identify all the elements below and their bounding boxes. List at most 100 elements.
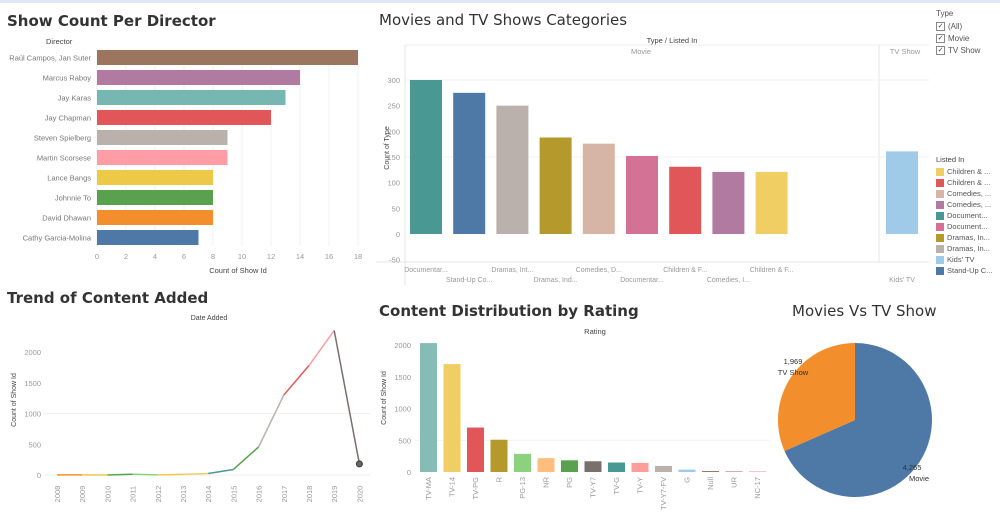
category-label: Raúl Campos, Jan Suter bbox=[9, 54, 91, 63]
legend-item[interactable]: Kids' TV bbox=[936, 254, 992, 265]
category-label: PG bbox=[565, 477, 574, 488]
x-tick-label: 18 bbox=[354, 252, 362, 261]
categories-chart-title: Movies and TV Shows Categories bbox=[379, 11, 628, 29]
bar bbox=[97, 150, 228, 165]
x-tick-label: 2014 bbox=[204, 486, 213, 503]
legend-swatch bbox=[936, 244, 944, 253]
x-tick-label: 2 bbox=[124, 252, 128, 261]
bar bbox=[97, 210, 213, 225]
category-label: Johnnie To bbox=[55, 194, 91, 203]
director-chart-title: Show Count Per Director bbox=[7, 12, 216, 30]
x-tick-label: 6 bbox=[182, 252, 186, 261]
y-tick-label: 0 bbox=[396, 230, 400, 239]
category-label: R bbox=[495, 476, 504, 482]
pie-chart-title: Movies Vs TV Show bbox=[792, 302, 937, 320]
filter-option-label: Movie bbox=[948, 33, 970, 43]
bar bbox=[608, 462, 625, 472]
y-tick-label: 200 bbox=[387, 127, 400, 136]
x-tick-label: 2017 bbox=[280, 486, 289, 503]
legend-item-label: Document... bbox=[947, 211, 988, 220]
chart-header: Date Added bbox=[191, 315, 228, 322]
legend-item[interactable]: Document... bbox=[936, 210, 992, 221]
y-tick-label: 1000 bbox=[24, 410, 41, 419]
legend-swatch bbox=[936, 200, 944, 209]
category-label: UR bbox=[730, 476, 739, 487]
category-label: Steven Spielberg bbox=[34, 134, 91, 143]
filter-option-tv-show[interactable]: ✓ TV Show bbox=[936, 44, 980, 56]
filter-option-label: (All) bbox=[948, 21, 963, 31]
y-tick-label: 300 bbox=[387, 76, 400, 85]
line-segment bbox=[208, 468, 234, 475]
category-label: David Dhawan bbox=[42, 214, 91, 223]
y-tick-label: 250 bbox=[387, 102, 400, 111]
y-tick-label: 1500 bbox=[24, 379, 41, 388]
filter-option-all[interactable]: ✓ (All) bbox=[936, 20, 980, 32]
chart-header: Rating bbox=[584, 327, 606, 336]
legend-item-label: Children & ... bbox=[947, 178, 991, 187]
category-label: Comedies, I... bbox=[707, 277, 750, 284]
checkbox-icon[interactable]: ✓ bbox=[936, 45, 945, 55]
line-segment bbox=[257, 394, 285, 448]
legend-item-label: Document... bbox=[947, 222, 988, 231]
bar bbox=[467, 427, 484, 472]
bar bbox=[97, 170, 213, 185]
category-label: TV-Y bbox=[636, 477, 645, 494]
y-tick-label: 50 bbox=[392, 204, 400, 213]
x-axis-label: Count of Show Id bbox=[209, 266, 267, 275]
x-tick-label: 2016 bbox=[255, 486, 264, 503]
category-label: Children & F... bbox=[663, 267, 707, 274]
bar bbox=[655, 465, 672, 472]
checkbox-icon[interactable]: ✓ bbox=[936, 21, 945, 31]
legend-item[interactable]: Stand-Up C... bbox=[936, 265, 992, 276]
x-tick-label: 2019 bbox=[330, 486, 339, 503]
legend-item[interactable]: Children & ... bbox=[936, 177, 992, 188]
category-label: TV-MA bbox=[424, 477, 433, 500]
x-tick-label: 4 bbox=[153, 252, 157, 261]
legend-item[interactable]: Document... bbox=[936, 221, 992, 232]
slice-value-label: 4,265 bbox=[903, 463, 922, 472]
filter-option-movie[interactable]: ✓ Movie bbox=[936, 32, 980, 44]
bar bbox=[886, 151, 918, 234]
x-tick-label: 14 bbox=[296, 252, 304, 261]
bar bbox=[631, 462, 649, 472]
legend-item[interactable]: Comedies, ... bbox=[936, 188, 992, 199]
legend-item[interactable]: Dramas, In... bbox=[936, 232, 992, 243]
y-tick-label: 1000 bbox=[394, 405, 411, 414]
x-tick-label: 2018 bbox=[305, 486, 314, 503]
legend-swatch bbox=[936, 211, 944, 220]
x-tick-label: 2013 bbox=[179, 486, 188, 503]
pie-slice bbox=[784, 343, 932, 498]
bar bbox=[561, 460, 578, 472]
category-label: Dramas, Int... bbox=[491, 267, 533, 274]
legend-item-label: Children & ... bbox=[947, 167, 991, 176]
trend-chart-title: Trend of Content Added bbox=[7, 289, 209, 307]
bar bbox=[669, 166, 702, 234]
legend-item[interactable]: Children & ... bbox=[936, 166, 992, 177]
x-tick-label: 12 bbox=[267, 252, 275, 261]
line-segment bbox=[333, 330, 361, 465]
legend-swatch bbox=[936, 189, 944, 198]
legend-item-label: Dramas, In... bbox=[947, 244, 990, 253]
category-label: NC-17 bbox=[753, 477, 762, 499]
category-label: PG-13 bbox=[518, 477, 527, 499]
group-header: Movie bbox=[631, 47, 651, 56]
y-tick-label: 0 bbox=[37, 471, 41, 480]
line-segment bbox=[107, 473, 133, 476]
legend-item[interactable]: Comedies, ... bbox=[936, 199, 992, 210]
slice-value-label: 1,969 bbox=[784, 357, 803, 366]
bar bbox=[584, 461, 602, 472]
checkbox-icon[interactable]: ✓ bbox=[936, 33, 945, 43]
line-segment bbox=[232, 446, 260, 471]
category-label: Children & F... bbox=[750, 267, 794, 274]
listed-in-legend: Listed In Children & ... Children & ... Co… bbox=[936, 155, 992, 276]
category-label: TV-PG bbox=[471, 477, 480, 500]
bar bbox=[496, 105, 529, 235]
rating-chart-title: Content Distribution by Rating bbox=[379, 302, 639, 320]
legend-item[interactable]: Dramas, In... bbox=[936, 243, 992, 254]
x-tick-label: 2010 bbox=[103, 486, 112, 503]
category-label: Stand-Up Co... bbox=[446, 277, 492, 284]
bar bbox=[443, 364, 461, 472]
category-label: Null bbox=[706, 477, 715, 490]
y-tick-label: 2000 bbox=[394, 341, 411, 350]
y-tick-label: 500 bbox=[398, 436, 411, 445]
